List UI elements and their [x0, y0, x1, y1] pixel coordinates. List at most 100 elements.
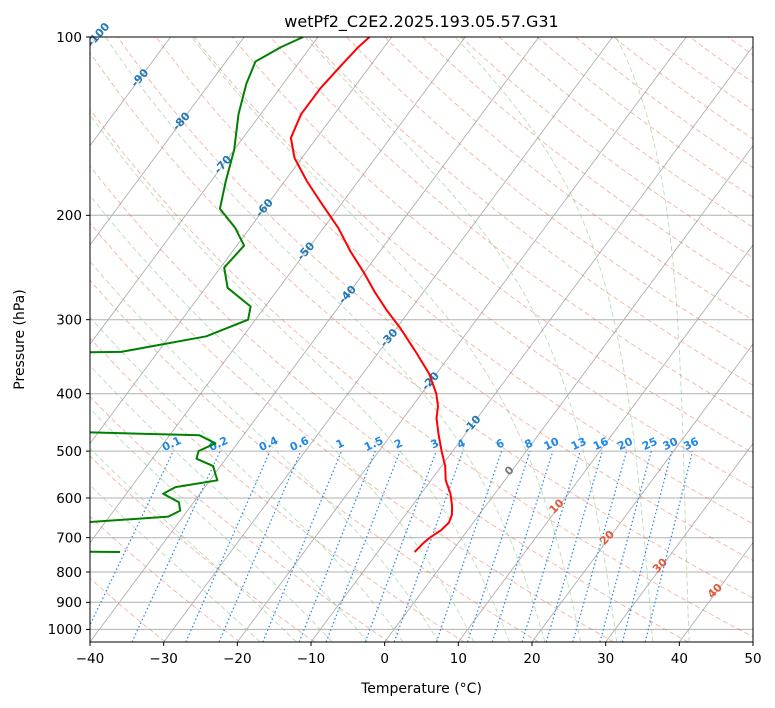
y-tick-label: 500 — [56, 444, 82, 460]
mixing-ratio-label: 25 — [640, 435, 659, 453]
moist-adiabat — [90, 316, 404, 642]
dry-adiabat — [90, 51, 753, 599]
isotherm-label: -50 — [294, 239, 317, 263]
moist-adiabat — [90, 447, 297, 642]
mixing-ratio-line — [644, 450, 694, 642]
moist-adiabat — [305, 37, 618, 642]
dry-adiabat — [575, 37, 753, 169]
dry-adiabat — [155, 37, 753, 525]
isotherm-gridline — [384, 144, 753, 642]
dry-adiabat — [90, 222, 614, 642]
dry-adiabat — [308, 37, 753, 386]
moist-adiabat — [90, 194, 475, 642]
isotherm-label: -100 — [84, 20, 112, 49]
isotherm-gridline — [90, 37, 540, 642]
dry-adiabat — [90, 165, 689, 642]
mixing-ratio-line — [435, 450, 503, 642]
dry-adiabat — [422, 37, 753, 290]
line-labels: 0.1 0.2 0.4 0.6 1 1.5 2 3 4 6 8 10 13 16 20 25 30 36-100-… — [84, 20, 725, 601]
y-tick-label: 600 — [56, 491, 82, 507]
mixing-ratio-label: 36 — [681, 435, 701, 453]
mixing-ratio-line — [545, 450, 603, 642]
mixing-ratio-line — [521, 450, 581, 642]
dry-adiabat — [384, 37, 753, 321]
isotherm-gridline — [310, 45, 753, 642]
x-tick-label: 30 — [597, 651, 614, 667]
mixing-ratio-label: 8 — [522, 436, 534, 451]
isotherm-gridline — [90, 37, 245, 246]
x-tick-label: 50 — [744, 651, 761, 667]
mixing-ratio-label: 4 — [455, 436, 468, 451]
isotherm-gridline — [90, 37, 171, 147]
moist-adiabat — [90, 484, 261, 642]
x-tick-label: −30 — [149, 651, 178, 667]
mixing-ratio-label: 2 — [392, 436, 404, 451]
mixing-ratio-line — [491, 450, 554, 642]
x-axis-label: Temperature (°C) — [360, 681, 482, 697]
y-tick-label: 300 — [56, 312, 82, 328]
reference-lines — [90, 37, 775, 642]
plot-frame — [89, 36, 754, 643]
dry-adiabat — [498, 37, 753, 228]
dewpoint-profile — [90, 37, 304, 553]
mixing-ratio-line — [393, 450, 464, 642]
mixing-ratio-line — [599, 450, 652, 642]
x-tick-label: 40 — [671, 651, 688, 667]
y-tick-label: 800 — [56, 565, 82, 581]
moist-adiabat — [615, 37, 690, 642]
temperature-profile — [289, 37, 454, 553]
mixing-ratio-line — [364, 450, 437, 642]
mixing-ratio-label: 16 — [591, 435, 611, 453]
dry-adiabat — [651, 37, 753, 112]
dry-adiabat — [90, 279, 540, 642]
dry-adiabat — [766, 37, 775, 642]
isotherm-label: -60 — [253, 196, 276, 220]
mixing-ratio-line — [185, 450, 271, 642]
x-tick-label: 10 — [450, 651, 467, 667]
x-tick-label: −40 — [76, 651, 105, 667]
dry-adiabat — [536, 37, 753, 198]
moist-adiabat — [90, 114, 510, 642]
mixing-ratio-line — [325, 450, 401, 642]
moist-adiabat — [105, 37, 546, 642]
isotherm-label: -90 — [128, 66, 151, 90]
isotherm-label: -30 — [378, 326, 401, 350]
mixing-ratio-line — [262, 450, 343, 642]
y-tick-label: 200 — [56, 208, 82, 224]
mixing-ratio-line — [90, 450, 174, 627]
dry-adiabat — [269, 37, 753, 420]
y-tick-label: 100 — [56, 30, 82, 46]
mixing-ratio-line — [572, 450, 628, 642]
profiles — [90, 37, 454, 553]
moist-adiabat — [191, 37, 582, 642]
mixing-ratio-label: 1 — [334, 436, 346, 451]
dry-adiabat-label: 0 — [502, 463, 517, 478]
moist-adiabat — [90, 364, 368, 642]
isotherm-gridline — [90, 37, 466, 544]
isotherm-gridline — [90, 37, 319, 345]
mixing-ratio-label: 10 — [542, 435, 562, 453]
mixing-ratio-line — [466, 450, 531, 642]
y-tick-label: 400 — [56, 386, 82, 402]
dry-adiabat — [193, 37, 753, 489]
dry-adiabat — [90, 108, 753, 638]
x-tick-label: −20 — [223, 651, 252, 667]
mixing-ratio-line — [621, 450, 673, 642]
x-tick-label: 20 — [523, 651, 540, 667]
isotherm-gridline — [236, 37, 687, 642]
dry-adiabat — [90, 515, 241, 642]
mixing-ratio-label: 20 — [615, 435, 635, 453]
y-tick-label: 1000 — [48, 622, 82, 638]
dry-adiabat — [727, 37, 753, 56]
isotherm-label: -10 — [461, 413, 484, 437]
isotherm-gridline — [90, 37, 392, 445]
moist-adiabat — [90, 408, 333, 642]
isotherm-label: -20 — [419, 369, 442, 393]
dry-adiabat — [90, 395, 390, 642]
chart-title: wetPf2_C2E2.2025.193.05.57.G31 — [284, 12, 558, 32]
moist-adiabat — [90, 260, 439, 642]
dry-adiabat — [90, 577, 166, 642]
isotherm-gridline — [752, 641, 753, 642]
